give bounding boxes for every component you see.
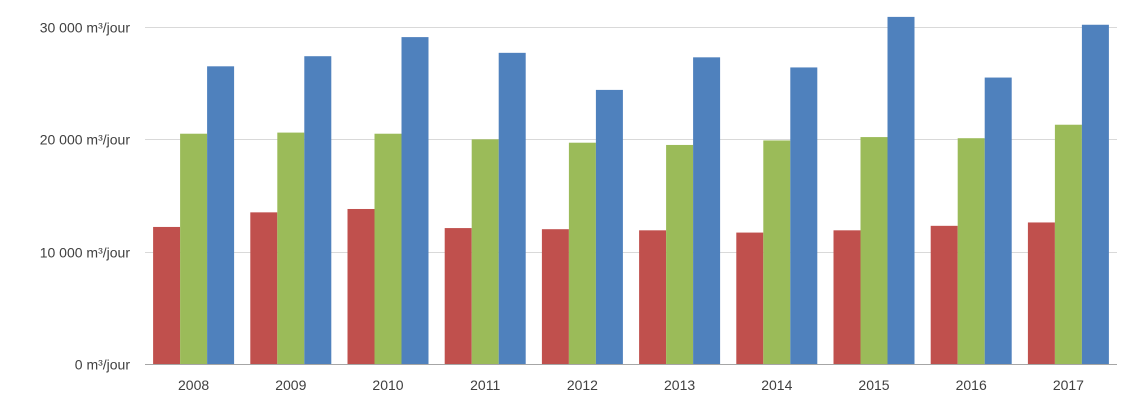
bar-2015-series-3 [887,16,915,364]
x-tick-label: 2014 [761,377,792,393]
x-tick-label: 2016 [956,377,987,393]
bar-2017-series-1 [1027,222,1055,364]
y-tick-label: 0 m³/jour [75,357,131,373]
x-tick-label: 2017 [1053,377,1084,393]
y-tick-labels: 0 m³/jour 10 000 m³/jour 20 000 m³/jour 30 … [40,20,131,373]
x-tick-label: 2010 [372,377,403,393]
y-tick-label: 30 000 m³/jour [40,20,131,36]
y-tick-label: 20 000 m³/jour [40,132,131,148]
y-tick-label: 10 000 m³/jour [40,245,131,261]
bar-2016-series-3 [984,77,1012,365]
bar-2017-series-3 [1081,24,1109,365]
bar-2016-series-1 [930,225,958,364]
bar-2014-series-3 [790,67,818,364]
bar-2016-series-2 [957,138,985,364]
bar-2009-series-1 [250,212,278,364]
bar-2017-series-2 [1054,124,1082,364]
bars [153,16,1109,365]
bar-2012-series-3 [595,89,623,364]
bar-2012-series-1 [541,229,569,364]
x-tick-label: 2013 [664,377,695,393]
x-tick-label: 2012 [567,377,598,393]
bar-2010-series-2 [374,133,402,364]
bar-2014-series-1 [736,232,764,364]
bar-2013-series-2 [666,144,694,364]
bar-2008-series-1 [153,226,181,364]
bar-2015-series-2 [860,137,888,364]
bar-2012-series-2 [568,142,596,364]
x-tick-label: 2008 [178,377,209,393]
bar-2011-series-2 [471,139,499,364]
bar-2015-series-1 [833,230,861,364]
bar-2013-series-3 [693,57,721,365]
bar-2011-series-1 [444,228,472,364]
bar-2014-series-2 [763,140,791,364]
x-tick-label: 2009 [275,377,306,393]
bar-2010-series-3 [401,37,429,365]
bar-2010-series-1 [347,208,375,364]
bar-2009-series-3 [304,56,332,364]
bar-2009-series-2 [277,132,305,364]
bar-2008-series-3 [207,66,235,365]
x-tick-labels: 2008 2009 2010 2011 2012 2013 2014 2015 2016 2017 [178,377,1084,393]
x-tick-label: 2011 [470,377,500,393]
x-tick-label: 2015 [858,377,889,393]
bar-2011-series-3 [498,52,526,364]
bar-2013-series-1 [639,230,667,364]
bar-2008-series-2 [180,133,208,364]
